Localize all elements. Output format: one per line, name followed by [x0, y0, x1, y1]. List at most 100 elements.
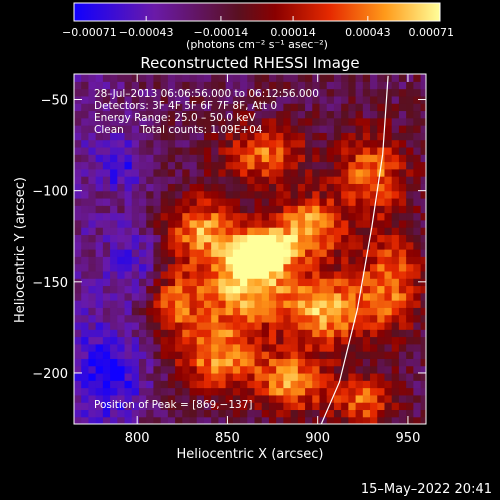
heatmap-cell [406, 81, 414, 90]
heatmap-cell [297, 329, 306, 338]
heatmap-cell [138, 146, 147, 155]
heatmap-cell [182, 365, 191, 374]
heatmap-cell [88, 372, 97, 381]
heatmap-cell [110, 205, 118, 214]
heatmap-cell [81, 74, 90, 82]
heatmap-cell [160, 278, 169, 287]
heatmap-cell [355, 219, 364, 228]
heatmap-cell [240, 146, 248, 155]
heatmap-cell [268, 183, 277, 192]
heatmap-cell [240, 409, 248, 418]
heatmap-cell [146, 161, 155, 170]
heatmap-cell [305, 336, 313, 345]
heatmap-cell [81, 365, 90, 374]
heatmap-cell [370, 95, 378, 104]
heatmap-cell [348, 117, 357, 126]
heatmap-cell [88, 234, 97, 243]
heatmap-cell [110, 234, 118, 243]
heatmap-cell [182, 278, 191, 287]
heatmap-cell [175, 154, 183, 163]
heatmap-cell [218, 285, 227, 294]
heatmap-cell [240, 183, 248, 192]
heatmap-cell [175, 95, 183, 104]
heatmap-cell [153, 74, 162, 82]
heatmap-cell [391, 117, 400, 126]
heatmap-cells [74, 74, 426, 424]
heatmap-cell [153, 227, 162, 236]
heatmap-cell [297, 190, 306, 199]
heatmap-cell [196, 95, 205, 104]
heatmap-cell [326, 372, 335, 381]
heatmap-cell [319, 168, 328, 177]
heatmap-cell [341, 336, 349, 345]
heatmap-cell [297, 285, 306, 294]
heatmap-cell [348, 249, 357, 257]
heatmap-cell [95, 307, 104, 316]
heatmap-cell [398, 409, 407, 418]
heatmap-cell [355, 387, 364, 396]
heatmap-cell [413, 351, 422, 359]
heatmap-cell [225, 205, 234, 214]
heatmap-cell [362, 88, 371, 97]
heatmap-cell [124, 285, 133, 294]
heatmap-cell [326, 227, 335, 236]
heatmap-cell [254, 132, 263, 141]
heatmap-cell [203, 234, 212, 243]
heatmap-cell [391, 285, 400, 294]
heatmap-cell [406, 307, 414, 316]
heatmap-cell [312, 394, 321, 403]
heatmap-cell [268, 95, 277, 104]
heatmap-cell [276, 88, 284, 97]
heatmap-cell [146, 219, 155, 228]
heatmap-cell [348, 95, 357, 104]
heatmap-cell [420, 110, 426, 119]
heatmap-cell [81, 387, 90, 396]
heatmap-cell [167, 95, 176, 104]
heatmap-cell [355, 409, 364, 418]
heatmap-cell [398, 329, 407, 338]
heatmap-cell [196, 321, 205, 330]
heatmap-cell [160, 380, 169, 389]
heatmap-cell [88, 161, 97, 170]
heatmap-cell [182, 88, 191, 97]
heatmap-cell [225, 234, 234, 243]
heatmap-cell [355, 146, 364, 155]
heatmap-cell [240, 329, 248, 338]
heatmap-cell [131, 314, 140, 323]
heatmap-cell [167, 197, 176, 206]
heatmap-cell [333, 365, 342, 374]
heatmap-cell [391, 74, 400, 82]
heatmap-cell [283, 336, 292, 345]
heatmap-cell [189, 263, 198, 272]
heatmap-cell [189, 314, 198, 323]
heatmap-cell [189, 154, 198, 163]
heatmap-cell [88, 176, 97, 184]
heatmap-cell [225, 292, 234, 301]
heatmap-cell [290, 256, 299, 265]
heatmap-cell [377, 387, 386, 396]
heatmap-cell [297, 183, 306, 192]
heatmap-cell [355, 190, 364, 199]
heatmap-cell [203, 110, 212, 119]
heatmap-cell [348, 190, 357, 199]
heatmap-cell [326, 343, 335, 352]
heatmap-cell [319, 227, 328, 236]
heatmap-cell [377, 168, 386, 177]
heatmap-cell [110, 117, 118, 126]
heatmap-cell [333, 190, 342, 199]
heatmap-cell [276, 146, 284, 155]
heatmap-cell [247, 394, 256, 403]
heatmap-cell [131, 241, 140, 250]
heatmap-cell [146, 81, 155, 90]
heatmap-cell [362, 358, 371, 367]
heatmap-cell [333, 372, 342, 381]
heatmap-cell [247, 300, 256, 308]
heatmap-cell [276, 387, 284, 396]
heatmap-cell [370, 358, 378, 367]
heatmap-cell [297, 270, 306, 279]
heatmap-cell [297, 314, 306, 323]
heatmap-cell [254, 161, 263, 170]
heatmap-cell [131, 285, 140, 294]
heatmap-cell [196, 132, 205, 141]
heatmap-cell [355, 183, 364, 192]
